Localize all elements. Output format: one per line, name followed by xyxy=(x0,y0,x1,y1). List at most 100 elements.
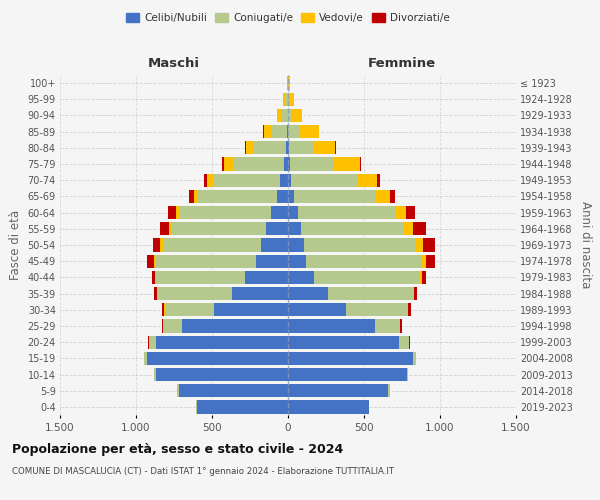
Bar xyxy=(288,109,292,122)
Bar xyxy=(414,287,417,300)
Bar xyxy=(334,158,360,170)
Bar xyxy=(277,190,288,203)
Bar xyxy=(271,206,288,220)
Bar xyxy=(294,190,374,203)
Bar xyxy=(288,270,314,284)
Bar xyxy=(390,190,395,203)
Bar xyxy=(197,400,288,413)
Bar xyxy=(156,336,288,349)
Bar xyxy=(288,222,301,235)
Bar xyxy=(314,270,419,284)
Bar xyxy=(148,254,154,268)
Bar xyxy=(422,238,436,252)
Bar xyxy=(157,287,232,300)
Bar xyxy=(301,222,404,235)
Bar xyxy=(222,158,224,170)
Bar xyxy=(277,109,281,122)
Bar xyxy=(263,125,271,138)
Bar xyxy=(413,287,414,300)
Bar xyxy=(246,141,254,154)
Bar xyxy=(413,352,416,365)
Bar xyxy=(292,174,357,187)
Bar xyxy=(288,352,413,365)
Bar xyxy=(169,222,172,235)
Bar xyxy=(360,158,361,170)
Bar xyxy=(425,254,436,268)
Bar xyxy=(256,254,288,268)
Bar xyxy=(388,384,390,398)
Bar xyxy=(287,125,288,138)
Bar xyxy=(328,287,413,300)
Bar xyxy=(288,368,407,381)
Bar xyxy=(245,141,246,154)
Bar xyxy=(292,109,302,122)
Bar xyxy=(395,206,406,220)
Bar xyxy=(154,254,156,268)
Bar xyxy=(288,400,368,413)
Bar xyxy=(214,303,288,316)
Bar xyxy=(146,352,288,365)
Bar xyxy=(300,125,319,138)
Bar xyxy=(288,238,304,252)
Bar xyxy=(288,141,289,154)
Bar xyxy=(288,384,388,398)
Bar xyxy=(422,254,425,268)
Bar xyxy=(288,303,346,316)
Bar xyxy=(288,206,298,220)
Bar xyxy=(289,92,294,106)
Bar xyxy=(288,190,294,203)
Bar xyxy=(335,141,336,154)
Bar xyxy=(208,174,214,187)
Bar xyxy=(286,92,288,106)
Bar xyxy=(182,320,288,332)
Bar xyxy=(289,141,313,154)
Bar xyxy=(156,270,245,284)
Bar xyxy=(400,320,403,332)
Bar xyxy=(288,336,399,349)
Bar xyxy=(189,190,194,203)
Bar xyxy=(196,400,197,413)
Bar xyxy=(214,174,280,187)
Bar xyxy=(152,270,155,284)
Bar xyxy=(154,287,157,300)
Bar xyxy=(374,190,390,203)
Bar xyxy=(194,190,197,203)
Text: Popolazione per età, sesso e stato civile - 2024: Popolazione per età, sesso e stato civil… xyxy=(12,442,343,456)
Bar xyxy=(290,158,334,170)
Y-axis label: Anni di nascita: Anni di nascita xyxy=(578,202,592,288)
Bar xyxy=(416,238,422,252)
Bar xyxy=(153,238,160,252)
Bar xyxy=(280,174,288,187)
Bar xyxy=(163,320,182,332)
Bar xyxy=(288,92,289,106)
Bar xyxy=(155,270,156,284)
Bar xyxy=(283,92,286,106)
Bar xyxy=(179,206,271,220)
Bar xyxy=(422,270,427,284)
Bar xyxy=(374,320,400,332)
Bar xyxy=(304,238,416,252)
Bar xyxy=(346,303,407,316)
Bar xyxy=(288,320,374,332)
Bar xyxy=(266,222,288,235)
Bar xyxy=(148,336,149,349)
Bar xyxy=(313,141,335,154)
Text: Femmine: Femmine xyxy=(368,57,436,70)
Bar xyxy=(156,254,256,268)
Bar xyxy=(404,222,413,235)
Bar xyxy=(149,336,156,349)
Bar xyxy=(407,368,408,381)
Bar xyxy=(413,222,425,235)
Bar xyxy=(262,238,288,252)
Bar xyxy=(399,336,409,349)
Bar xyxy=(306,254,422,268)
Bar xyxy=(281,109,287,122)
Bar xyxy=(172,222,266,235)
Bar xyxy=(409,336,410,349)
Bar xyxy=(288,254,306,268)
Bar xyxy=(377,174,380,187)
Bar xyxy=(162,303,164,316)
Bar xyxy=(287,76,288,90)
Bar xyxy=(288,174,292,187)
Bar xyxy=(284,158,288,170)
